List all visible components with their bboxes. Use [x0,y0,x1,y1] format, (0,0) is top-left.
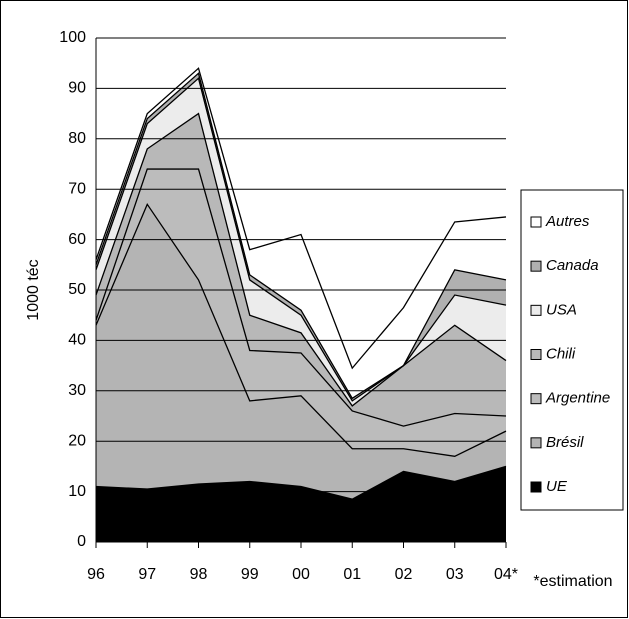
legend-label: UE [546,478,568,495]
legend-label: Chili [546,345,576,362]
legend-label: Brésil [546,434,584,451]
y-tick-label: 70 [68,180,86,197]
x-tick-label: 01 [343,566,361,583]
x-tick-label: 00 [292,566,310,583]
legend-label: Canada [546,257,599,274]
legend-swatch [530,349,542,360]
y-tick-label: 50 [68,281,86,298]
y-tick-label: 0 [77,533,86,550]
y-axis-label: 1000 téc [25,259,42,320]
legend-label: USA [546,301,577,318]
legend-label: Argentine [545,390,610,407]
y-tick-label: 60 [68,231,86,248]
legend-swatch [530,437,542,449]
area [96,466,506,542]
x-tick-label: 97 [138,566,156,583]
area [96,113,506,427]
area-edge [95,465,507,500]
area [96,204,506,500]
x-tick-label: 03 [446,566,464,583]
y-tick-label: 10 [68,483,86,500]
y-tick-label: 20 [68,432,86,449]
legend-swatch [530,216,542,228]
x-tick-label: 02 [395,566,413,583]
legend: UE Brésil Argentine Chili USA Canada Autres [530,213,610,495]
x-tick-label: 04* [494,566,518,583]
y-tick-label: 100 [59,29,86,46]
legend-swatch [530,304,542,316]
area [96,169,506,457]
legend-swatch [530,260,542,272]
area-edge [95,202,507,457]
y-tick-label: 80 [68,130,86,147]
y-tick-label: 90 [68,80,86,97]
area-edge [95,77,507,402]
y-tick-label: 30 [68,382,86,399]
area [96,68,506,399]
area-edge [95,168,507,427]
legend-swatch [530,393,542,405]
x-tick-label: 96 [87,566,105,583]
area-edge [95,72,507,400]
y-tick-label: 40 [68,332,86,349]
legend-swatch [530,481,542,493]
x-tick-label: 98 [190,566,208,583]
legend-label: Autres [545,213,590,230]
area-edge [95,67,507,370]
x-tick-label: 99 [241,566,259,583]
note: *estimation [533,573,612,590]
area-edge [95,112,507,407]
